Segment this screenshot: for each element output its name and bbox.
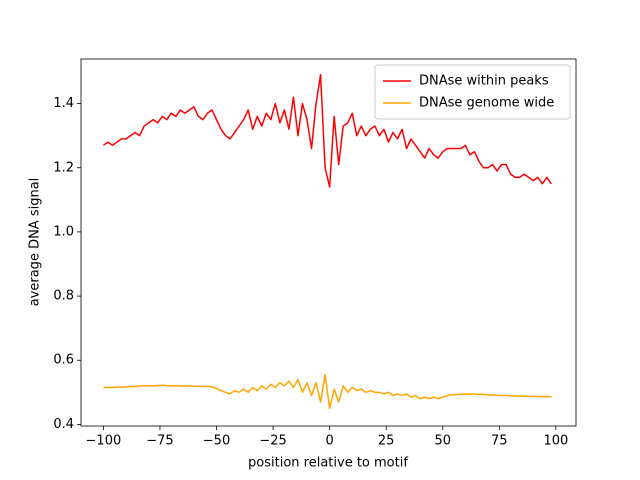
legend-box	[374, 64, 571, 120]
y-tick-label: 1.0	[53, 224, 74, 239]
x-tick-label: 100	[543, 434, 568, 449]
legend-label: DNAse genome wide	[419, 96, 554, 111]
x-tick-label: −100	[86, 434, 122, 449]
x-tick-label: −50	[203, 434, 230, 449]
y-tick-label: 1.2	[53, 160, 74, 175]
x-tick-label: −75	[146, 434, 173, 449]
y-axis-label: average DNA signal	[28, 178, 43, 307]
legend-label: DNAse within peaks	[419, 74, 549, 89]
axes-frame	[80, 58, 577, 427]
data-line	[102, 73, 552, 188]
y-tick-label: 0.8	[53, 289, 74, 304]
y-tick-label: 0.4	[53, 417, 74, 432]
x-tick-label: −25	[259, 434, 286, 449]
x-tick-label: 50	[434, 434, 451, 449]
data-line	[103, 373, 552, 410]
x-axis-label: position relative to motif	[248, 456, 408, 471]
y-tick-label: 0.6	[53, 353, 74, 368]
x-tick-label: 75	[491, 434, 508, 449]
x-tick-label: 25	[378, 434, 395, 449]
x-tick-label: 0	[325, 434, 333, 449]
y-tick-label: 1.4	[53, 96, 74, 111]
